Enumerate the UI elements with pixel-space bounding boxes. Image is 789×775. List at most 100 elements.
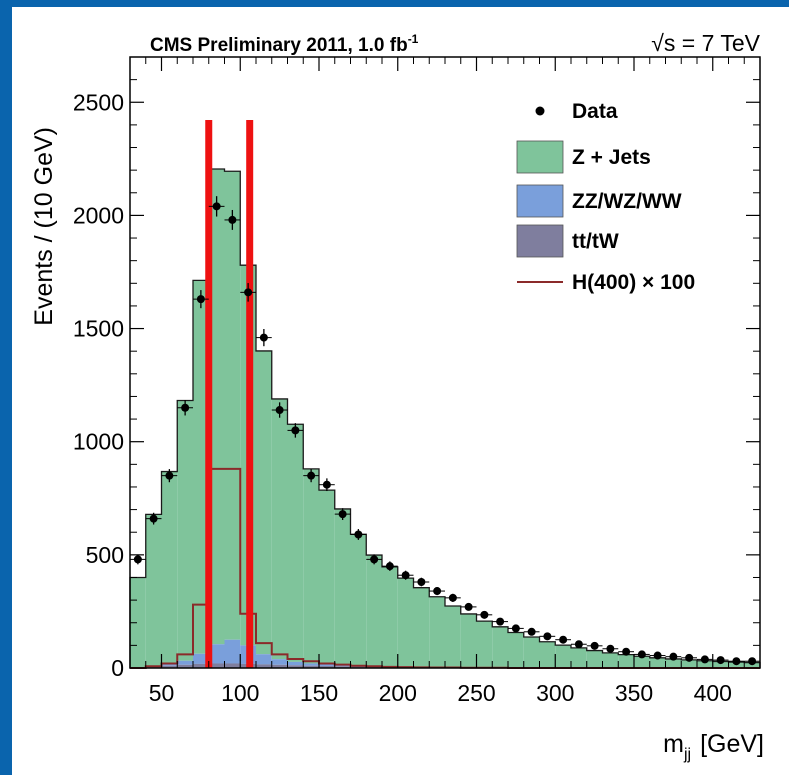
top-bar [303,665,319,668]
x-tick-label: 400 [694,680,732,706]
zjets-bar [665,658,682,668]
data-point [464,602,473,611]
zjets-bar [145,514,162,666]
data-points [130,196,760,666]
data-point [149,514,158,523]
top-bar [319,665,335,668]
zjets-bar [161,471,178,664]
top-bar [256,664,272,668]
data-point [669,652,678,661]
zjets-bar [697,660,713,668]
data-point [527,627,536,636]
data-point [322,480,331,489]
legend-swatch [516,224,564,258]
zjets-bar [634,656,650,668]
zjets-bar [177,400,193,661]
legend-label: Z + Jets [572,146,651,169]
data-point [370,555,379,564]
diboson-bar [224,639,241,664]
marker-lines [205,120,254,668]
y-tick-label: 2500 [73,89,124,115]
data-point [354,530,363,539]
zjets-bar [271,398,288,660]
data-point [291,426,300,435]
zjets-bar [287,424,304,662]
diboson-bar [256,654,272,665]
zjets-bar [382,566,398,667]
diboson-bar [161,663,178,666]
y-axis-label: Events / (10 GeV) [30,127,58,326]
diboson-bar [271,659,288,665]
legend-label: Data [572,100,618,123]
zjets-bar [744,662,760,668]
diboson-bar [193,653,209,664]
data-point [385,562,394,571]
data-point [574,640,583,649]
y-tick-label: 1500 [73,316,124,342]
zjets-bar [208,169,225,645]
data-point [496,617,505,626]
data-point [511,624,520,633]
zjets-bar [256,350,272,655]
data-point [338,510,347,519]
mass-window-marker [246,120,254,668]
y-tick-label: 500 [86,542,124,568]
legend-swatch [516,184,564,218]
zjets-bar [334,508,351,666]
diboson-bar [319,664,335,666]
zjets-bar [712,661,729,668]
zjets-bar [476,621,493,668]
zjets-bar [555,645,571,668]
data-point [543,632,552,641]
x-tick-label: 350 [615,680,653,706]
diboson-bar [208,644,225,664]
top-bar [224,663,241,668]
zjets-bar [319,490,335,665]
data-point [622,647,631,656]
data-point [417,578,426,587]
top-bar [287,665,304,668]
zjets-bar [681,659,697,668]
diboson-bar [303,663,319,666]
data-point [181,403,190,412]
zjets-bar [571,647,587,668]
data-point [228,215,237,224]
data-point [716,656,725,665]
data-point [165,471,174,480]
zjets-bar [602,652,619,668]
y-tick-label: 0 [111,655,124,681]
legend-data-marker [535,106,545,116]
legend: Data Z + Jets ZZ/WZ/WW tt/tW H(400) × 100 [516,100,695,294]
zjets-bar [492,626,508,668]
y-tick-label: 1000 [73,429,124,455]
x-tick-label: 150 [300,680,338,706]
data-point [732,657,741,666]
top-bar [193,663,209,668]
mass-window-marker [205,120,213,668]
zjets-bar [586,650,603,668]
chart-title: CMS Preliminary 2011, 1.0 fb-1 [150,32,419,56]
zjets-bar [539,641,556,668]
top-bar [161,665,178,668]
data-point [653,651,662,660]
data-point [244,288,253,297]
zjets-bar [460,613,477,668]
axes: 50 100 150 200 250 300 350 400 0 500 1000 1500 2000 2… [73,56,761,706]
x-axis-label: mjj [GeV] [663,730,764,763]
data-point [307,471,316,480]
data-point [606,644,615,653]
data-point [685,653,694,662]
top-bar [208,663,225,668]
x-tick-label: 100 [221,680,259,706]
zjets-bar [523,636,540,668]
top-bar [177,664,193,668]
data-point [448,593,457,602]
data-point [275,406,284,415]
data-point [259,333,268,342]
data-point [700,655,709,664]
zjets-bar [413,587,430,667]
zjets-bar [618,654,634,668]
top-bar [350,666,367,668]
zjets-bar [193,280,209,654]
